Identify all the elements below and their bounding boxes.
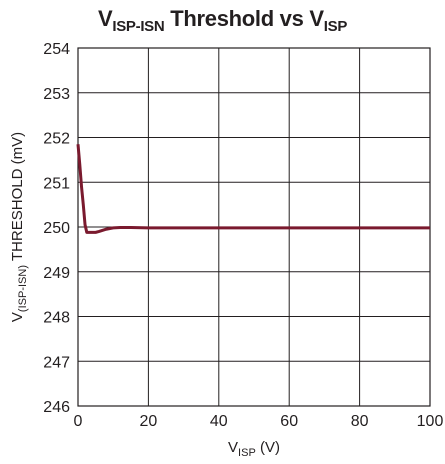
x-tick-label: 100 xyxy=(417,413,444,430)
y-tick-label: 250 xyxy=(43,220,70,237)
tick-labels: 0 20 40 60 80 100 246 247 248 249 250 251 252 253 254 xyxy=(43,41,443,430)
y-axis-label: V(ISP-ISN) THRESHOLD (mV) xyxy=(9,132,29,322)
y-tick-label: 248 xyxy=(43,310,70,327)
y-tick-label: 251 xyxy=(43,175,70,192)
chart-title: VISP-ISN Threshold vs VISP xyxy=(97,6,348,35)
series-group xyxy=(76,144,430,234)
x-tick-label: 40 xyxy=(210,413,228,430)
series-line xyxy=(76,144,430,234)
x-tick-label: 0 xyxy=(74,413,83,430)
y-tick-label: 249 xyxy=(43,265,70,282)
x-tick-label: 20 xyxy=(140,413,158,430)
y-tick-label: 246 xyxy=(43,399,70,416)
y-tick-label: 247 xyxy=(43,354,70,371)
y-tick-label: 254 xyxy=(43,41,70,58)
x-axis-label: VISP (V) xyxy=(228,439,280,459)
y-tick-label: 253 xyxy=(43,86,70,103)
x-tick-label: 80 xyxy=(351,413,369,430)
y-tick-label: 252 xyxy=(43,131,70,148)
x-tick-label: 60 xyxy=(280,413,298,430)
